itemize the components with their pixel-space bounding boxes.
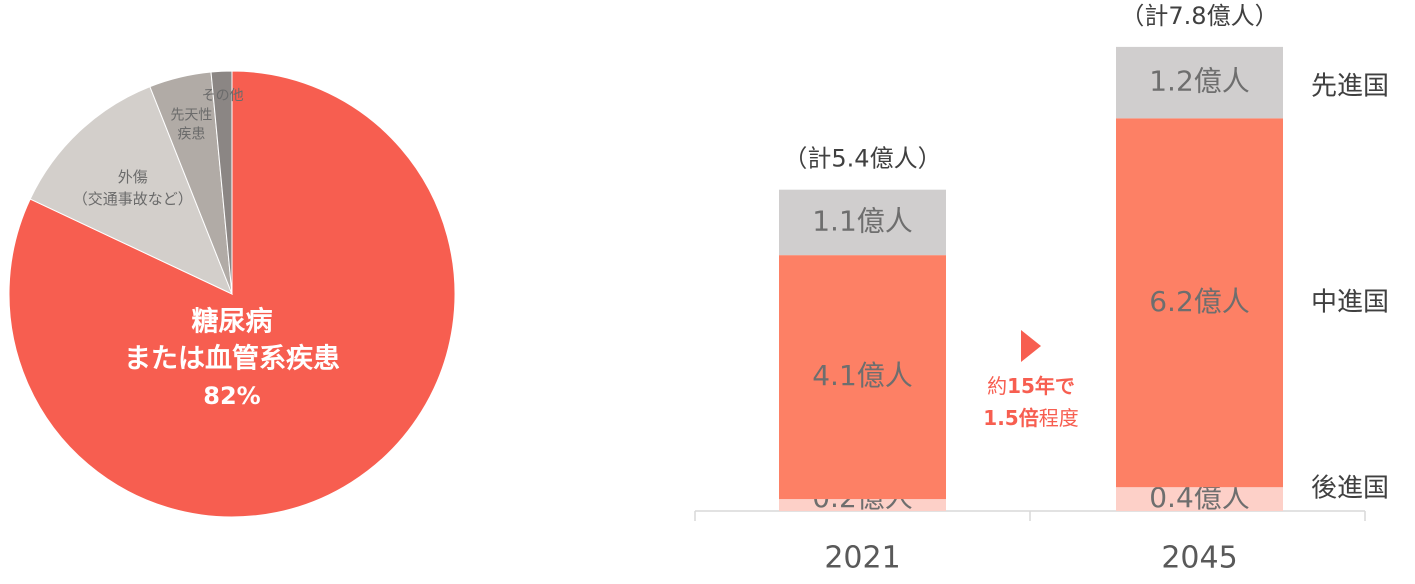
pie-slice-label-0: または血管系疾患 xyxy=(124,343,340,375)
bar-data-label: 6.2億人 xyxy=(1149,285,1250,318)
series-label: 中進国 xyxy=(1311,287,1389,317)
bar-total-label: （計5.4億人） xyxy=(783,145,941,173)
bar-segment-2045-1 xyxy=(1116,118,1283,488)
bar-segment-2021-0 xyxy=(779,499,946,511)
bar-segment-2045-2 xyxy=(1116,46,1283,119)
pie-slice-1 xyxy=(29,86,233,295)
bar-data-label: 1.1億人 xyxy=(812,204,913,237)
x-tick-label: 2021 xyxy=(824,541,900,576)
pie-slice-label-2: 先天性 xyxy=(170,107,212,123)
play-arrow-icon xyxy=(1021,330,1041,362)
bar-segment-2021-2 xyxy=(779,189,946,256)
pie-slice-label-3: その他 xyxy=(202,88,244,104)
series-label: 先進国 xyxy=(1311,71,1389,101)
pie-slice-0 xyxy=(8,70,456,518)
pie-slice-label-0: 糖尿病 xyxy=(192,306,273,338)
annotation-text: 1.5倍程度 xyxy=(983,406,1078,430)
bar-data-label: 1.2億人 xyxy=(1149,65,1250,98)
series-label: 後進国 xyxy=(1311,474,1389,504)
pie-value-label-0: 82% xyxy=(203,382,260,410)
pie-slice-label-2: 疾患 xyxy=(177,126,205,142)
annotation-text: 約15年で xyxy=(987,374,1075,398)
bar-total-label: （計7.8億人） xyxy=(1120,2,1278,30)
bar-data-label: 4.1億人 xyxy=(812,359,913,392)
pie-slice-label-1: 外傷 xyxy=(118,168,148,186)
pie-slice-label-1: （交通事故など） xyxy=(73,190,193,208)
bar-segment-2045-0 xyxy=(1116,487,1283,511)
bar-segment-2021-1 xyxy=(779,255,946,500)
x-tick-label: 2045 xyxy=(1161,541,1237,576)
pie-slice-3 xyxy=(210,70,233,295)
